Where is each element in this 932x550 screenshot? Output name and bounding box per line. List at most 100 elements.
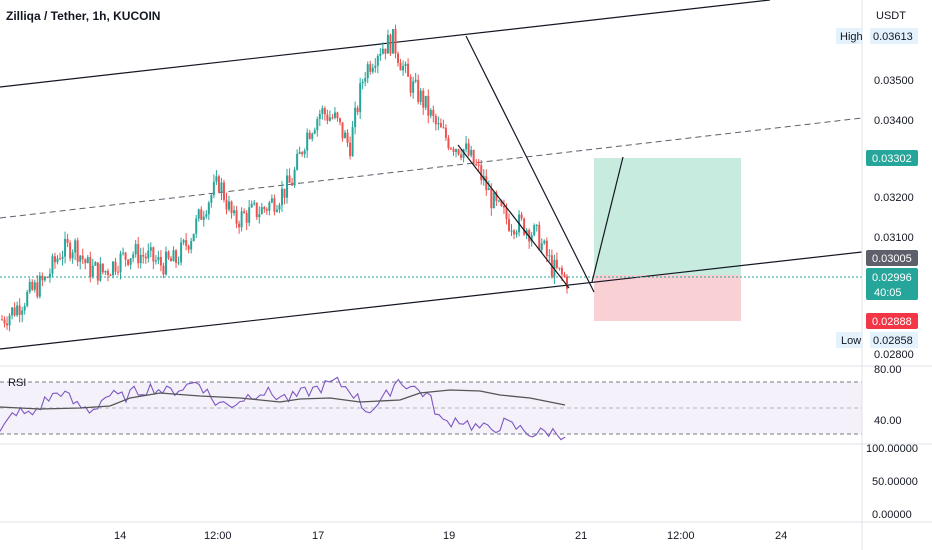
candle-body [535, 224, 538, 226]
candle-body [291, 182, 294, 186]
stop-zone[interactable] [594, 275, 741, 321]
candle-body [180, 242, 183, 263]
candle-body [356, 107, 359, 113]
candle-body [298, 152, 301, 155]
target-tag-bg [866, 150, 918, 166]
candle-body [273, 198, 276, 212]
time-tick-1: 14 [114, 530, 126, 542]
candle-body [394, 29, 397, 54]
candle-body [6, 323, 9, 326]
price-axis[interactable]: USDT High 0.03613 0.03500 0.03400 0.0320… [836, 10, 918, 521]
candle-body [56, 258, 59, 263]
channel-lower-line[interactable] [0, 251, 863, 350]
candle-body [71, 252, 74, 259]
high-label-bg [836, 28, 862, 44]
wedge-lower-line[interactable] [457, 144, 570, 289]
projection-line[interactable] [591, 156, 624, 283]
candle-body [134, 244, 137, 255]
time-tick-3: 17 [312, 530, 324, 542]
candle-body [399, 62, 402, 71]
candle-body [303, 150, 306, 155]
channel-upper-line[interactable] [0, 0, 771, 88]
candle-body [258, 214, 261, 218]
stop-tag-bg [866, 313, 918, 329]
candle-body [507, 219, 510, 231]
high-label: High [840, 31, 863, 43]
candle-body [402, 66, 405, 71]
rsi-line[interactable] [0, 376, 566, 441]
candle-body [457, 149, 460, 155]
candle-body [8, 315, 11, 326]
candle-body [419, 90, 422, 102]
candle-body [462, 149, 465, 158]
candle-body [308, 132, 311, 139]
target-zone[interactable] [594, 158, 741, 275]
candle-body [548, 255, 551, 257]
candle-body [417, 79, 420, 102]
candle-body [53, 256, 56, 263]
candle-body [157, 256, 160, 261]
candle-body [147, 250, 150, 259]
candle-body [366, 64, 369, 79]
candle-body [235, 210, 238, 224]
candle-body [359, 83, 362, 113]
candle-body [152, 247, 155, 262]
candle-body [465, 143, 468, 150]
candle-body [480, 165, 483, 181]
candle-body [243, 211, 246, 214]
candle-body [248, 207, 251, 223]
candle-body [99, 263, 102, 281]
candle-body [386, 34, 389, 54]
candle-body [222, 182, 225, 200]
candle-body [553, 259, 556, 277]
candle-body [331, 117, 334, 119]
candle-body [434, 116, 437, 125]
candle-body [129, 258, 132, 265]
candle-body [349, 142, 352, 157]
candle-body [74, 240, 77, 253]
candle-body [333, 112, 336, 118]
candle-body [293, 169, 296, 186]
candle-body [566, 276, 568, 289]
wedge-upper-line[interactable] [465, 35, 595, 293]
candle-body [124, 252, 127, 260]
candle-body [341, 122, 344, 139]
candle-body [137, 244, 140, 264]
low-value: 0.02858 [873, 335, 913, 347]
candle-body [369, 64, 372, 72]
candle-body [424, 95, 427, 108]
candle-body [86, 257, 89, 264]
candle-body [460, 154, 463, 158]
candle-body [492, 192, 495, 209]
candle-body [455, 149, 458, 152]
time-tick-4: 19 [443, 530, 455, 542]
candle-body [182, 240, 185, 243]
channel-mid-line[interactable] [0, 117, 863, 219]
candle-body [338, 118, 341, 123]
time-axis[interactable]: 14 12:00 17 19 21 12:00 24 [114, 530, 787, 542]
candle-body [253, 202, 256, 204]
candle-body [250, 203, 253, 208]
candle-body [439, 123, 442, 128]
candle-body [364, 78, 367, 82]
candle-body [31, 281, 34, 290]
candle-body [346, 132, 349, 143]
candle-body [563, 274, 566, 277]
time-tick-7: 24 [775, 530, 787, 542]
candle-body [275, 209, 278, 212]
rsi-label: RSI [8, 377, 26, 389]
candle-body [111, 261, 114, 276]
candle-body [265, 209, 268, 211]
candle-body [280, 188, 283, 206]
candle-body [404, 63, 407, 67]
time-tick-6: 12:00 [667, 530, 695, 542]
rsi-ma-line[interactable] [0, 389, 566, 410]
candle-body [485, 176, 488, 191]
candle-body [233, 210, 236, 214]
candle-body [106, 270, 109, 275]
candle-body [3, 319, 6, 324]
candle-body [318, 113, 321, 120]
candle-body [162, 265, 165, 275]
candle-body [313, 130, 316, 134]
